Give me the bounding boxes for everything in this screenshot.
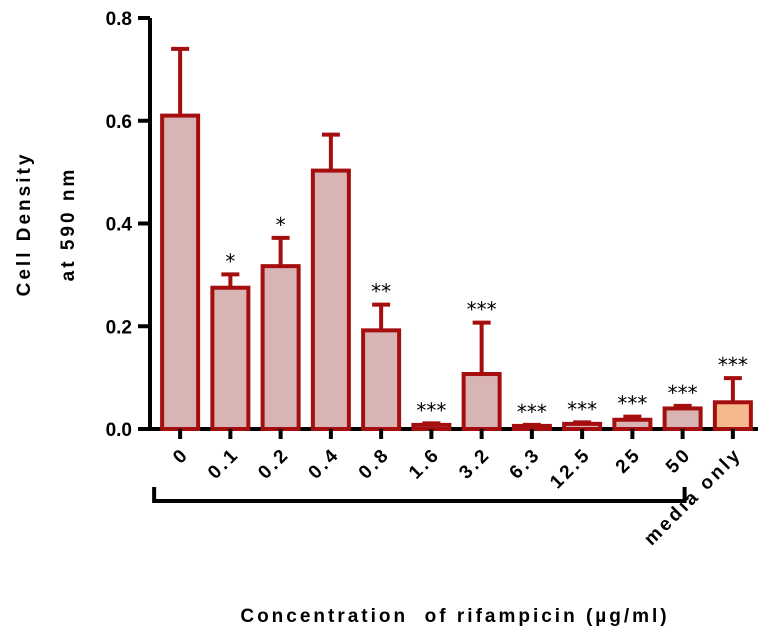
bar: [662, 406, 703, 432]
x-tick-label: 1.6: [405, 444, 445, 484]
significance-labels: ************* *** *** ******: [225, 213, 748, 424]
x-tick-label: 6.3: [506, 444, 546, 484]
significance-marker: ***: [517, 400, 547, 424]
bar: [160, 113, 201, 432]
bars: [160, 46, 753, 439]
y-tick-label: 0.0: [106, 420, 132, 441]
x-tick-label: 0.8: [355, 444, 395, 484]
bar: [210, 285, 251, 431]
bar: [411, 422, 452, 432]
x-tick-label: 12.5: [546, 444, 595, 493]
category-bracket: [152, 487, 687, 503]
significance-marker: **: [371, 280, 391, 304]
y-tick-label: 0.8: [106, 9, 132, 30]
x-tick-label: 50: [662, 444, 696, 478]
y-tick-label: 0.6: [106, 112, 132, 133]
bar: [511, 423, 552, 432]
significance-marker: ***: [567, 397, 597, 421]
x-axis-title: Concentration of rifampicin (µg/ml): [240, 606, 669, 627]
significance-marker: ***: [718, 353, 748, 377]
significance-marker: ***: [668, 381, 698, 405]
significance-marker: *: [276, 213, 286, 237]
bar: [260, 264, 301, 431]
x-tick-label: 0.2: [254, 444, 294, 484]
y-tick-label: 0.2: [106, 317, 132, 338]
bar: [712, 400, 753, 432]
x-tick-label: 25: [612, 444, 646, 478]
significance-marker: ***: [416, 398, 446, 422]
bar: [461, 372, 502, 431]
significance-marker: *: [225, 249, 235, 273]
significance-marker: ***: [617, 392, 647, 416]
bar: [310, 168, 351, 432]
x-tick-label: 3.2: [455, 444, 495, 484]
y-axis-title-line1: Cell Density: [14, 152, 35, 297]
y-axis-title-line2: at 590 nm: [58, 167, 79, 282]
y-tick-label: 0.4: [106, 215, 133, 236]
bar: [612, 417, 653, 432]
bar: [562, 421, 603, 431]
x-tick-label: 0.4: [305, 444, 345, 484]
x-tick-label: 0.1: [204, 444, 244, 484]
x-tick-label: 0: [169, 444, 193, 468]
y-axis: 0.0 0.2 0.4 0.6 0.8: [106, 9, 758, 441]
bar: [361, 328, 402, 431]
significance-marker: ***: [467, 298, 497, 322]
